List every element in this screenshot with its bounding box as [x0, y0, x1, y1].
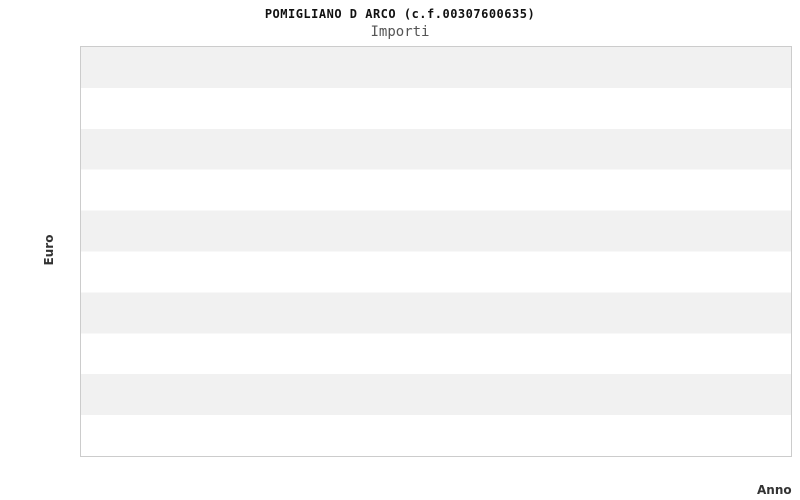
- plot-area: [80, 46, 792, 457]
- y-axis-title: Euro: [42, 234, 56, 266]
- x-axis-title: Anno: [757, 483, 792, 497]
- chart-subtitle: Importi: [370, 24, 430, 40]
- chart-title: POMIGLIANO D ARCO (c.f.00307600635): [264, 7, 536, 21]
